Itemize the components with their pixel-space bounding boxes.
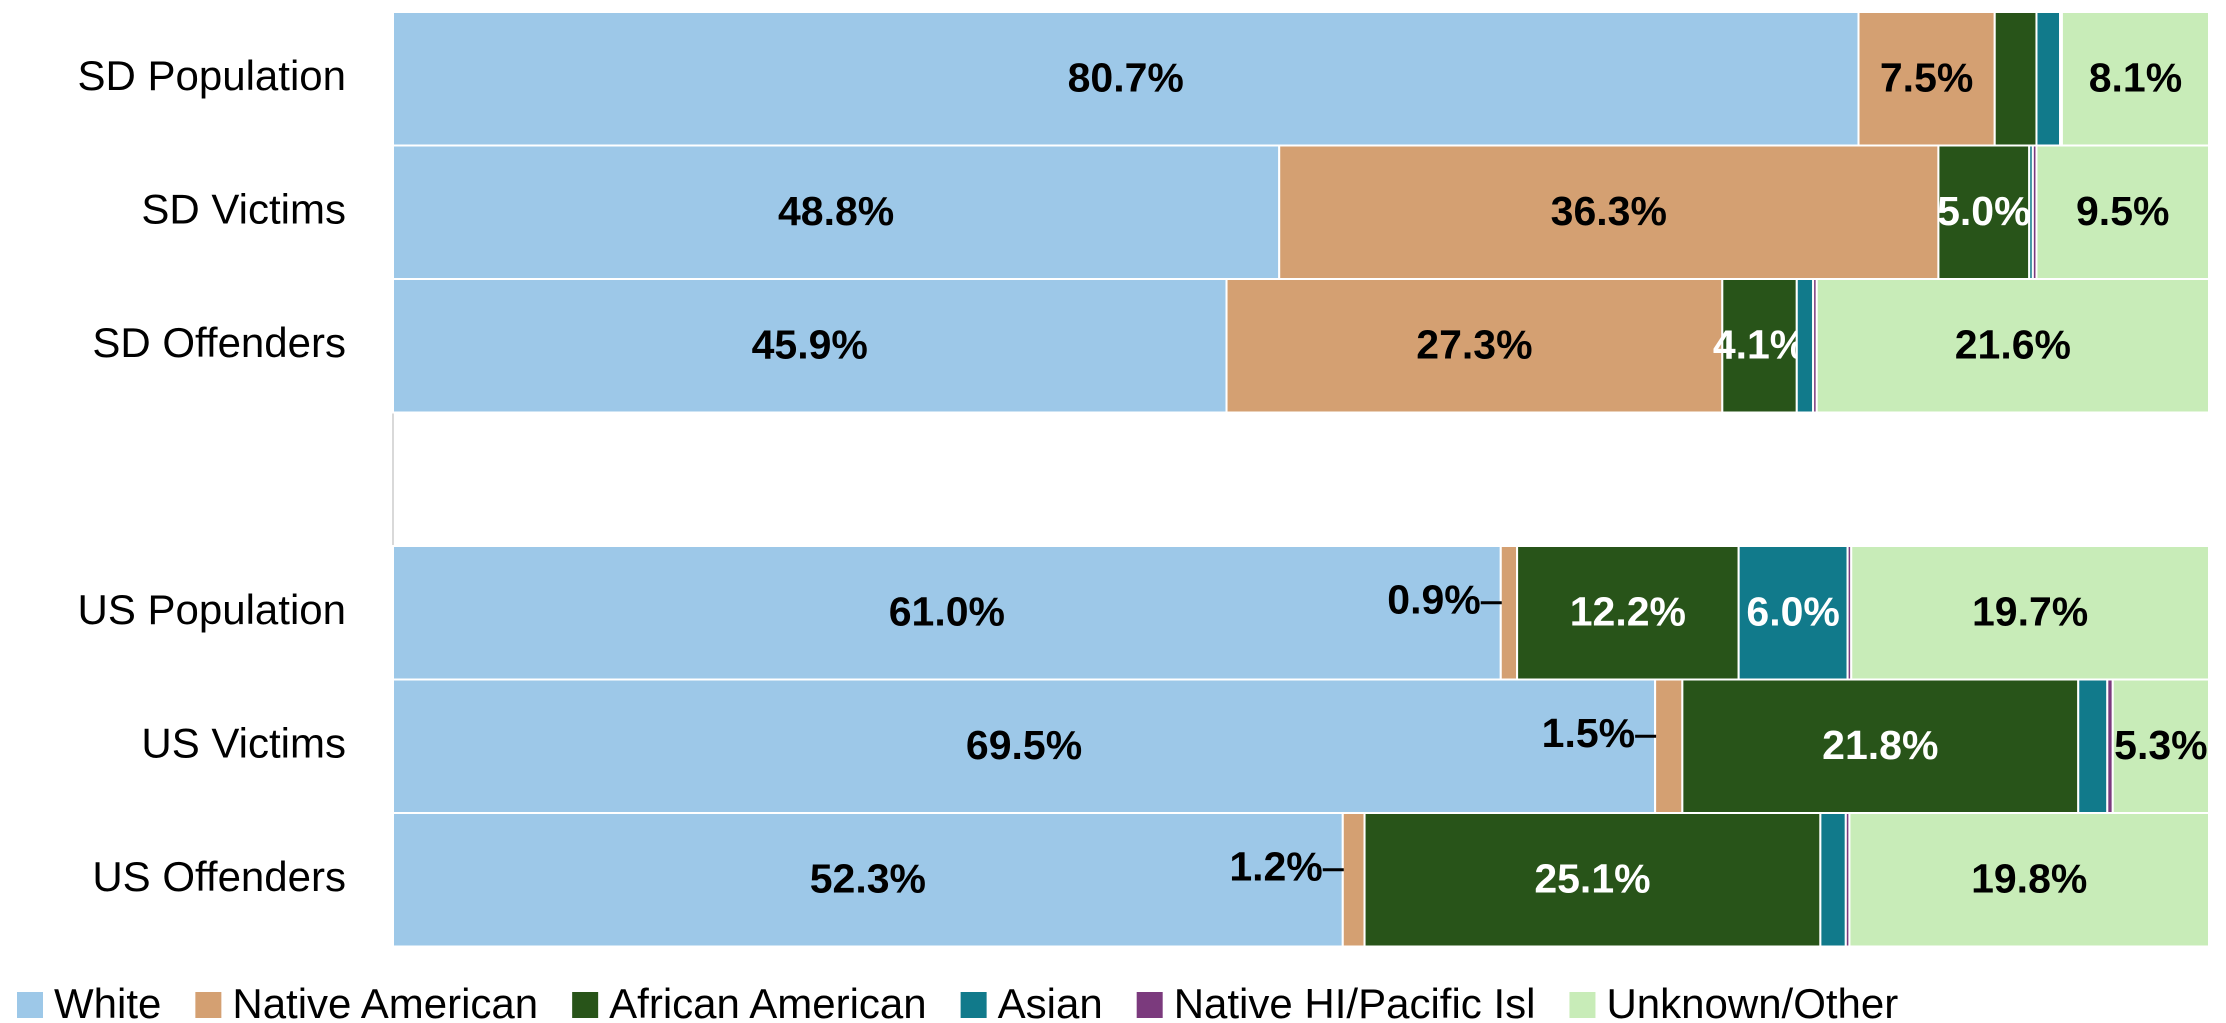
bar-segment [1721,278,1798,414]
data-label: 5.3% [2114,722,2207,768]
legend-label: Native HI/Pacific Isl [1174,980,1536,1023]
category-label: US Victims [141,719,346,766]
bar-segment [1850,545,2211,681]
data-label: 80.7% [1068,55,1184,101]
bar-segment [392,678,1657,814]
legend-label: Native American [232,980,538,1023]
bar-segment [1341,812,1366,948]
bar-segment [1654,678,1684,814]
bar-segment [1857,11,1996,147]
bar-segment [392,278,1228,414]
legend-label: Unknown/Other [1606,980,1898,1023]
category-label: SD Offenders [92,319,346,366]
bar-segment [392,545,1502,681]
bar-segment [392,812,1344,948]
legend-swatch [195,992,222,1018]
legend-label: White [54,980,161,1023]
bar-segment [392,144,1281,280]
category-label: US Population [77,586,346,633]
bar-segment [1848,812,2210,948]
bar-segment [1499,545,1519,681]
bar-segment [1363,812,1822,948]
data-label: 4.1% [1713,322,1806,368]
bar-segment [2060,11,2211,147]
bar-segment [2077,678,2109,814]
bar-segment [1819,812,1847,948]
legend-swatch [960,992,987,1018]
legend-swatch [572,992,599,1018]
data-label: 12.2% [1570,589,1686,635]
bar-segment [2035,11,2062,147]
data-label: 52.3% [810,856,926,902]
data-label: 7.5% [1880,55,1973,101]
data-label: 9.5% [2076,188,2169,234]
data-label: 36.3% [1551,188,1667,234]
data-label: 5.0% [1937,188,2030,234]
bar-segment [1993,11,2038,147]
data-label: 1.5% [1542,710,1635,756]
data-label: 19.8% [1971,856,2087,902]
category-label: SD Population [77,52,346,99]
bar-segment [1681,678,2080,814]
data-label: 19.7% [1972,589,2088,635]
data-label: 1.2% [1229,844,1322,890]
data-label: 21.8% [1822,722,1938,768]
legend-swatch [1569,992,1596,1018]
data-label: 69.5% [966,722,1082,768]
legend-swatch [1136,992,1163,1018]
legend-label: Asian [998,980,1103,1023]
data-label: 25.1% [1534,856,1650,902]
data-label: 45.9% [752,322,868,368]
data-label: 0.9% [1387,577,1480,623]
data-label: 21.6% [1955,322,2071,368]
data-label: 8.1% [2089,55,2182,101]
bar-segment [1795,278,1815,414]
bar-segment [1278,144,1940,280]
bar-segment [1225,278,1724,414]
data-label: 48.8% [778,188,894,234]
data-label: 61.0% [889,589,1005,635]
category-label: SD Victims [141,185,346,232]
legend-label: African American [609,980,926,1023]
bar-segment [2035,144,2210,280]
legend-swatch [17,992,43,1018]
bar-segment [1815,278,2211,414]
bar-segment [1937,144,2031,280]
data-label: 6.0% [1746,589,1839,635]
bar-segment [2111,678,2210,814]
data-label: 27.3% [1416,322,1532,368]
bar-segment [1737,545,1849,681]
category-label: US Offenders [92,853,346,900]
